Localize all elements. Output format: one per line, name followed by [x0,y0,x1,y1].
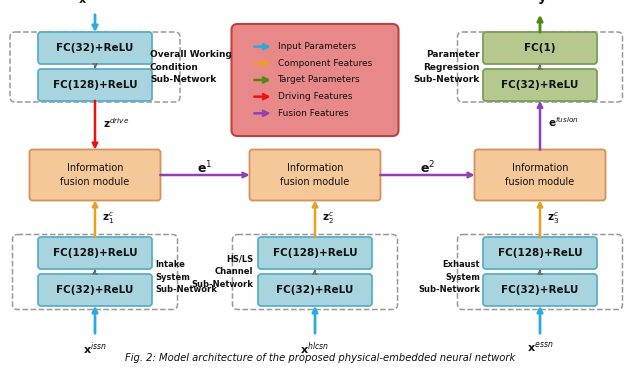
Text: $\mathbf{e}^{1}$: $\mathbf{e}^{1}$ [197,160,212,176]
Text: $\mathbf{x}^{owcsn}$: $\mathbf{x}^{owcsn}$ [79,0,111,6]
Text: Information
fusion module: Information fusion module [506,163,575,187]
Text: FC(128)+ReLU: FC(128)+ReLU [52,80,138,90]
Text: FC(128)+ReLU: FC(128)+ReLU [52,248,138,258]
Text: FC(32)+ReLU: FC(32)+ReLU [501,285,579,295]
Text: Exhaust
System
Sub-Network: Exhaust System Sub-Network [418,260,480,294]
Text: Driving Features: Driving Features [278,92,352,101]
FancyBboxPatch shape [38,69,152,101]
Text: $\mathbf{e}^{2}$: $\mathbf{e}^{2}$ [420,160,435,176]
Text: Information
fusion module: Information fusion module [280,163,349,187]
Text: Target Parameters: Target Parameters [278,76,360,85]
Text: $\mathbf{x}^{issn}$: $\mathbf{x}^{issn}$ [83,340,107,356]
Text: Overall Working
Condition
Sub-Network: Overall Working Condition Sub-Network [150,50,232,84]
Text: $\mathbf{z}_1^c$: $\mathbf{z}_1^c$ [102,211,114,227]
Text: Parameter
Regression
Sub-Network: Parameter Regression Sub-Network [413,50,480,84]
Text: $\mathbf{z}_2^c$: $\mathbf{z}_2^c$ [322,211,334,227]
FancyBboxPatch shape [250,149,381,200]
FancyBboxPatch shape [483,237,597,269]
FancyBboxPatch shape [474,149,605,200]
Text: $\mathbf{y}$: $\mathbf{y}$ [536,0,547,6]
FancyBboxPatch shape [483,274,597,306]
FancyBboxPatch shape [38,32,152,64]
Text: $\mathbf{z}^{drive}$: $\mathbf{z}^{drive}$ [103,117,129,130]
Text: Fig. 2: Model architecture of the proposed physical-embedded neural network: Fig. 2: Model architecture of the propos… [125,353,515,363]
Text: FC(1): FC(1) [524,43,556,53]
FancyBboxPatch shape [483,32,597,64]
Text: Intake
System
Sub-Network: Intake System Sub-Network [155,260,217,294]
Text: Information
fusion module: Information fusion module [60,163,130,187]
FancyBboxPatch shape [258,274,372,306]
Text: FC(32)+ReLU: FC(32)+ReLU [276,285,354,295]
Text: Fusion Features: Fusion Features [278,109,348,118]
Text: FC(128)+ReLU: FC(128)+ReLU [273,248,357,258]
Text: FC(32)+ReLU: FC(32)+ReLU [56,285,134,295]
Text: FC(32)+ReLU: FC(32)+ReLU [501,80,579,90]
Text: $\mathbf{x}^{essn}$: $\mathbf{x}^{essn}$ [527,340,554,354]
Text: $\mathbf{e}^{fusion}$: $\mathbf{e}^{fusion}$ [548,115,579,129]
FancyBboxPatch shape [38,274,152,306]
Text: $\mathbf{x}^{hlcsn}$: $\mathbf{x}^{hlcsn}$ [300,340,330,356]
Text: Component Features: Component Features [278,59,372,68]
FancyBboxPatch shape [483,69,597,101]
FancyBboxPatch shape [29,149,161,200]
FancyBboxPatch shape [38,237,152,269]
FancyBboxPatch shape [258,237,372,269]
FancyBboxPatch shape [232,24,399,136]
Text: $\mathbf{z}_3^c$: $\mathbf{z}_3^c$ [547,211,559,227]
Text: Input Parameters: Input Parameters [278,42,356,51]
Text: FC(32)+ReLU: FC(32)+ReLU [56,43,134,53]
Text: HS/LS
Channel
Sub-Network: HS/LS Channel Sub-Network [191,255,253,289]
Text: FC(128)+ReLU: FC(128)+ReLU [498,248,582,258]
